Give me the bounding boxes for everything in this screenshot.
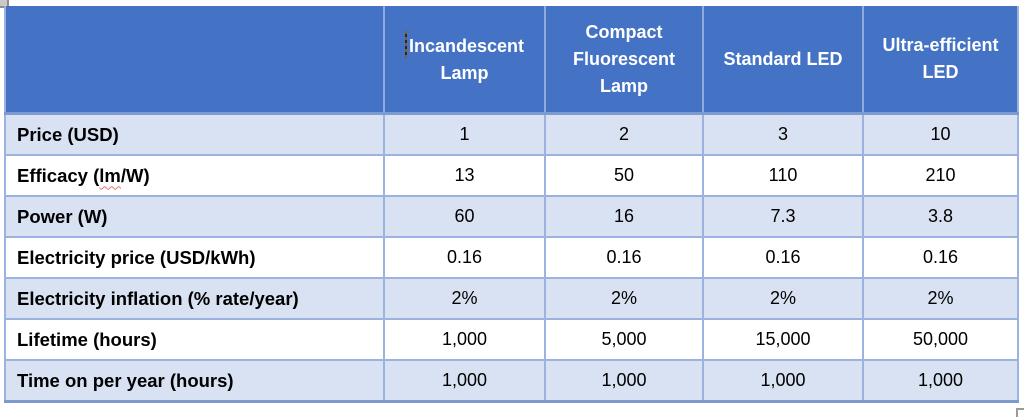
column-header-label: Standard LED [723,48,843,69]
column-header-label: Compact Fluorescent Lamp [572,21,676,96]
row-label-text: Electricity inflation (% rate/year) [17,287,299,309]
column-header-label: Ultra-efficient LED [882,35,999,82]
row-label-text: Time on per year (hours) [17,369,234,391]
table-cell[interactable]: 0.16 [702,236,864,279]
table-cell[interactable]: 60 [383,195,546,238]
table-cell[interactable]: 15,000 [702,318,864,361]
table-cell[interactable]: 1 [383,112,546,156]
column-header-cfl[interactable]: Compact Fluorescent Lamp [544,6,704,115]
row-label-electricity-inflation[interactable]: Electricity inflation (% rate/year) [4,277,385,320]
table-cell[interactable]: 3.8 [862,195,1019,238]
table-cell[interactable]: 1,000 [862,359,1019,403]
table-cell[interactable]: 7.3 [702,195,864,238]
table-cell[interactable]: 2% [544,277,704,320]
table-cell[interactable]: 5,000 [544,318,704,361]
row-label-text: /W) [120,164,150,186]
row-label-text: Lifetime (hours) [17,328,157,350]
table-row-lifetime: Lifetime (hours) 1,000 5,000 15,000 50,0… [4,318,1019,361]
table-cell[interactable]: 2% [383,277,546,320]
table-row-power: Power (W) 60 16 7.3 3.8 [4,195,1019,238]
row-label-text: Power (W) [17,205,108,227]
column-header-label: Incandescent Lamp [408,36,525,83]
table-cell[interactable]: 1,000 [702,359,864,403]
table-resize-handle-icon[interactable] [1016,408,1024,417]
row-label-efficacy[interactable]: Efficacy (lm/W) [4,154,385,197]
row-label-lifetime[interactable]: Lifetime (hours) [4,318,385,361]
table-cell[interactable]: 1,000 [383,359,546,403]
row-label-price[interactable]: Price (USD) [4,112,385,156]
table-cell[interactable]: 16 [544,195,704,238]
row-label-time-on[interactable]: Time on per year (hours) [4,359,385,403]
row-label-text: Electricity price (USD/kWh) [17,246,256,268]
row-label-power[interactable]: Power (W) [4,195,385,238]
corner-header-cell[interactable] [4,6,385,115]
table-cell[interactable]: 2% [862,277,1019,320]
table-row-time-on: Time on per year (hours) 1,000 1,000 1,0… [4,359,1019,403]
table-cell[interactable]: 3 [702,112,864,156]
table-row-electricity-inflation: Electricity inflation (% rate/year) 2% 2… [4,277,1019,320]
table-cell[interactable]: 10 [862,112,1019,156]
table-cell[interactable]: 210 [862,154,1019,197]
column-header-ultra-led[interactable]: Ultra-efficient LED [862,6,1019,115]
table-cell[interactable]: 13 [383,154,546,197]
table-cell[interactable]: 2 [544,112,704,156]
table-cell[interactable]: 1,000 [383,318,546,361]
lamp-comparison-table: Incandescent Lamp Compact Fluorescent La… [4,6,1019,403]
column-header-incandescent[interactable]: Incandescent Lamp [383,6,546,115]
table-cell[interactable]: 1,000 [544,359,704,403]
table-cell[interactable]: 0.16 [383,236,546,279]
column-header-standard-led[interactable]: Standard LED [702,6,864,115]
row-label-electricity-price[interactable]: Electricity price (USD/kWh) [4,236,385,279]
table-cell[interactable]: 0.16 [544,236,704,279]
table-row-price: Price (USD) 1 2 3 10 [4,112,1019,156]
row-label-text: Price (USD) [17,123,119,145]
table-cell[interactable]: 50 [544,154,704,197]
row-label-text: Efficacy ( [17,164,100,186]
table-cell[interactable]: 2% [702,277,864,320]
table-cell[interactable]: 50,000 [862,318,1019,361]
text-caret-icon [404,31,407,58]
misspelled-word: lm [99,164,121,186]
table-row-electricity-price: Electricity price (USD/kWh) 0.16 0.16 0.… [4,236,1019,279]
table-cell[interactable]: 110 [702,154,864,197]
header-row: Incandescent Lamp Compact Fluorescent La… [4,6,1019,115]
table-cell[interactable]: 0.16 [862,236,1019,279]
table-row-efficacy: Efficacy (lm/W) 13 50 110 210 [4,154,1019,197]
